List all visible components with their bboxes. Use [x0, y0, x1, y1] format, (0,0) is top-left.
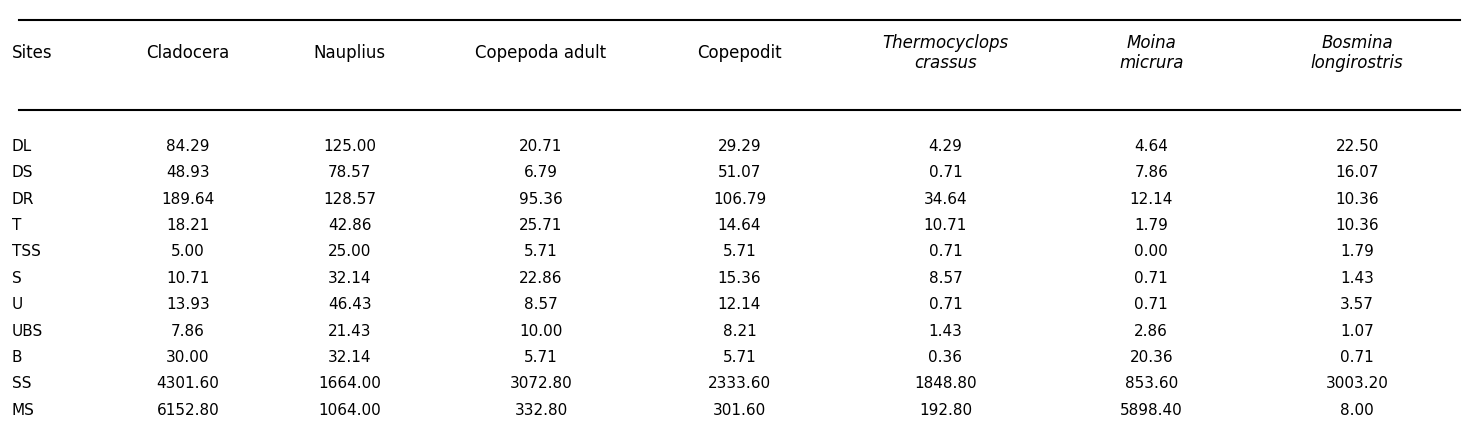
Text: 46.43: 46.43	[328, 297, 371, 312]
Text: 32.14: 32.14	[328, 350, 371, 365]
Text: DS: DS	[12, 165, 33, 180]
Text: 853.60: 853.60	[1124, 376, 1177, 392]
Text: 51.07: 51.07	[717, 165, 762, 180]
Text: Bosmina
longirostris: Bosmina longirostris	[1310, 33, 1404, 72]
Text: Cladocera: Cladocera	[146, 44, 229, 62]
Text: 0.71: 0.71	[929, 244, 963, 260]
Text: 18.21: 18.21	[166, 218, 210, 233]
Text: 10.71: 10.71	[924, 218, 967, 233]
Text: 0.71: 0.71	[1340, 350, 1374, 365]
Text: 25.71: 25.71	[519, 218, 562, 233]
Text: DL: DL	[12, 139, 31, 154]
Text: 84.29: 84.29	[166, 139, 210, 154]
Text: T: T	[12, 218, 21, 233]
Text: 6152.80: 6152.80	[157, 403, 219, 418]
Text: 10.36: 10.36	[1336, 218, 1378, 233]
Text: 106.79: 106.79	[713, 192, 766, 207]
Text: 20.71: 20.71	[519, 139, 562, 154]
Text: Copepoda adult: Copepoda adult	[475, 44, 606, 62]
Text: 192.80: 192.80	[918, 403, 972, 418]
Text: 332.80: 332.80	[515, 403, 568, 418]
Text: 78.57: 78.57	[328, 165, 371, 180]
Text: 3003.20: 3003.20	[1325, 376, 1389, 392]
Text: 3072.80: 3072.80	[510, 376, 572, 392]
Text: 128.57: 128.57	[324, 192, 376, 207]
Text: 21.43: 21.43	[328, 324, 371, 338]
Text: 1.43: 1.43	[929, 324, 963, 338]
Text: Thermocyclops
crassus: Thermocyclops crassus	[883, 33, 1009, 72]
Text: 48.93: 48.93	[166, 165, 210, 180]
Text: 0.71: 0.71	[1134, 271, 1168, 286]
Text: 12.14: 12.14	[717, 297, 762, 312]
Text: Moina
micrura: Moina micrura	[1120, 33, 1183, 72]
Text: 1664.00: 1664.00	[318, 376, 382, 392]
Text: 1848.80: 1848.80	[914, 376, 976, 392]
Text: 4301.60: 4301.60	[157, 376, 219, 392]
Text: 7.86: 7.86	[172, 324, 206, 338]
Text: 1.43: 1.43	[1340, 271, 1374, 286]
Text: 8.21: 8.21	[723, 324, 756, 338]
Text: 7.86: 7.86	[1134, 165, 1168, 180]
Text: 5.71: 5.71	[524, 244, 558, 260]
Text: 10.71: 10.71	[166, 271, 210, 286]
Text: 22.86: 22.86	[519, 271, 562, 286]
Text: SS: SS	[12, 376, 31, 392]
Text: 5898.40: 5898.40	[1120, 403, 1183, 418]
Text: 42.86: 42.86	[328, 218, 371, 233]
Text: 8.57: 8.57	[929, 271, 963, 286]
Text: 0.71: 0.71	[1134, 297, 1168, 312]
Text: 2333.60: 2333.60	[708, 376, 771, 392]
Text: 15.36: 15.36	[717, 271, 762, 286]
Text: TSS: TSS	[12, 244, 40, 260]
Text: 125.00: 125.00	[324, 139, 376, 154]
Text: 1.07: 1.07	[1340, 324, 1374, 338]
Text: B: B	[12, 350, 22, 365]
Text: 0.71: 0.71	[929, 297, 963, 312]
Text: 16.07: 16.07	[1336, 165, 1378, 180]
Text: 22.50: 22.50	[1336, 139, 1378, 154]
Text: 1.79: 1.79	[1340, 244, 1374, 260]
Text: 1.79: 1.79	[1134, 218, 1168, 233]
Text: 29.29: 29.29	[717, 139, 762, 154]
Text: 2.86: 2.86	[1134, 324, 1168, 338]
Text: 30.00: 30.00	[166, 350, 210, 365]
Text: 1064.00: 1064.00	[318, 403, 382, 418]
Text: 4.64: 4.64	[1134, 139, 1168, 154]
Text: 4.29: 4.29	[929, 139, 963, 154]
Text: 12.14: 12.14	[1130, 192, 1173, 207]
Text: DR: DR	[12, 192, 34, 207]
Text: 301.60: 301.60	[713, 403, 766, 418]
Text: Sites: Sites	[12, 44, 52, 62]
Text: 5.71: 5.71	[524, 350, 558, 365]
Text: 14.64: 14.64	[717, 218, 762, 233]
Text: UBS: UBS	[12, 324, 43, 338]
Text: 10.00: 10.00	[519, 324, 562, 338]
Text: 5.71: 5.71	[723, 350, 756, 365]
Text: 10.36: 10.36	[1336, 192, 1378, 207]
Text: 6.79: 6.79	[524, 165, 558, 180]
Text: 20.36: 20.36	[1130, 350, 1173, 365]
Text: 8.57: 8.57	[524, 297, 558, 312]
Text: S: S	[12, 271, 21, 286]
Text: 32.14: 32.14	[328, 271, 371, 286]
Text: 5.00: 5.00	[172, 244, 206, 260]
Text: 3.57: 3.57	[1340, 297, 1374, 312]
Text: 189.64: 189.64	[161, 192, 214, 207]
Text: Nauplius: Nauplius	[314, 44, 386, 62]
Text: 5.71: 5.71	[723, 244, 756, 260]
Text: 0.71: 0.71	[929, 165, 963, 180]
Text: Copepodit: Copepodit	[697, 44, 782, 62]
Text: 0.00: 0.00	[1134, 244, 1168, 260]
Text: 25.00: 25.00	[328, 244, 371, 260]
Text: 95.36: 95.36	[519, 192, 563, 207]
Text: 34.64: 34.64	[923, 192, 967, 207]
Text: 0.36: 0.36	[929, 350, 963, 365]
Text: U: U	[12, 297, 22, 312]
Text: MS: MS	[12, 403, 34, 418]
Text: 8.00: 8.00	[1340, 403, 1374, 418]
Text: 13.93: 13.93	[166, 297, 210, 312]
